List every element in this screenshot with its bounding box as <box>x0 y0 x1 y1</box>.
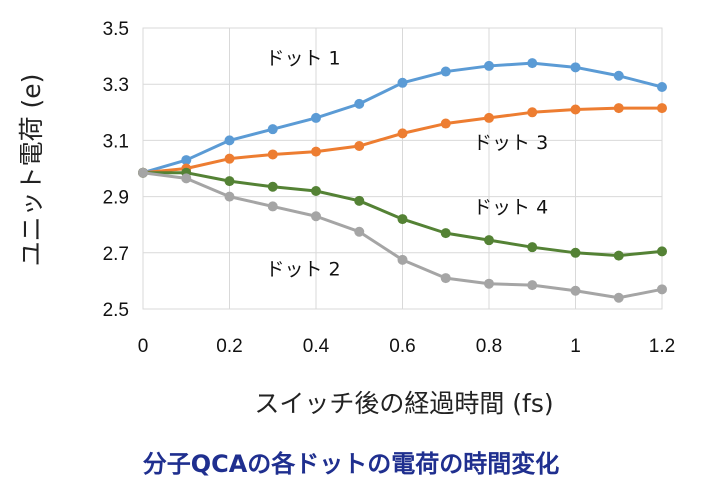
y-tick-label: 2.9 <box>103 188 129 209</box>
data-point <box>267 149 278 160</box>
data-point <box>267 124 278 135</box>
data-point <box>440 228 451 239</box>
data-point <box>570 285 581 296</box>
x-axis-title: スイッチ後の経過時間 (fs) <box>254 389 553 418</box>
data-point <box>484 235 494 246</box>
data-point <box>181 173 192 184</box>
data-point <box>354 98 365 109</box>
data-point <box>224 191 235 202</box>
data-point <box>527 58 538 69</box>
data-point <box>657 246 667 257</box>
data-point <box>440 118 451 129</box>
series-label: ドット 4 <box>473 196 548 218</box>
data-point <box>440 273 451 284</box>
data-point <box>484 278 494 289</box>
data-point <box>527 107 538 118</box>
series-lines <box>138 58 667 303</box>
x-tick-label: 0.6 <box>389 336 415 357</box>
data-point <box>397 128 408 139</box>
data-point <box>657 82 667 93</box>
data-point <box>224 176 235 187</box>
tick-labels: 2.5 2.7 2.9 3.1 3.3 3.5 0 0.2 0.4 0.6 0.8 1 1.2 <box>103 19 676 357</box>
data-point <box>138 167 148 178</box>
data-point <box>311 146 321 157</box>
series-label: ドット 1 <box>265 48 340 70</box>
data-point <box>311 185 321 196</box>
series-label: ドット 2 <box>265 258 340 280</box>
data-point <box>613 103 624 114</box>
data-point <box>397 214 408 225</box>
y-axis-title: ユニット電荷 (e) <box>17 74 46 267</box>
data-point <box>657 284 667 295</box>
data-point <box>657 103 667 114</box>
x-tick-label: 0.4 <box>303 336 330 357</box>
x-tick-label: 0.2 <box>216 336 242 357</box>
data-point <box>397 254 408 265</box>
y-tick-label: 2.7 <box>103 244 129 265</box>
data-point <box>267 201 278 212</box>
x-tick-label: 0 <box>138 336 149 357</box>
data-point <box>397 77 408 88</box>
data-point <box>484 112 494 123</box>
x-tick-label: 1.2 <box>649 336 675 357</box>
data-point <box>484 60 494 71</box>
data-point <box>354 195 365 206</box>
data-point <box>570 62 581 73</box>
data-point <box>613 250 624 261</box>
data-point <box>613 70 624 81</box>
data-point <box>570 104 581 115</box>
y-tick-label: 3.1 <box>103 131 129 152</box>
data-point <box>311 112 321 123</box>
data-point <box>527 242 538 253</box>
data-point <box>224 153 235 164</box>
data-point <box>354 141 365 152</box>
data-point <box>224 135 235 146</box>
data-point <box>181 155 192 166</box>
data-point <box>354 226 365 237</box>
chart-caption: 分子QCAの各ドットの電荷の時間変化 <box>143 450 560 478</box>
x-tick-label: 1 <box>570 336 581 357</box>
series-labels: ドット 1 ドット 3 ドット 4 ドット 2 <box>265 48 548 281</box>
data-point <box>570 247 581 258</box>
data-point <box>440 66 451 77</box>
data-point <box>311 211 321 222</box>
data-point <box>613 292 624 303</box>
series-label: ドット 3 <box>473 132 548 154</box>
x-tick-label: 0.8 <box>476 336 502 357</box>
y-tick-label: 2.5 <box>103 300 129 321</box>
data-point <box>527 280 538 291</box>
y-tick-label: 3.3 <box>103 75 129 96</box>
data-point <box>267 181 278 192</box>
y-tick-label: 3.5 <box>103 19 129 40</box>
